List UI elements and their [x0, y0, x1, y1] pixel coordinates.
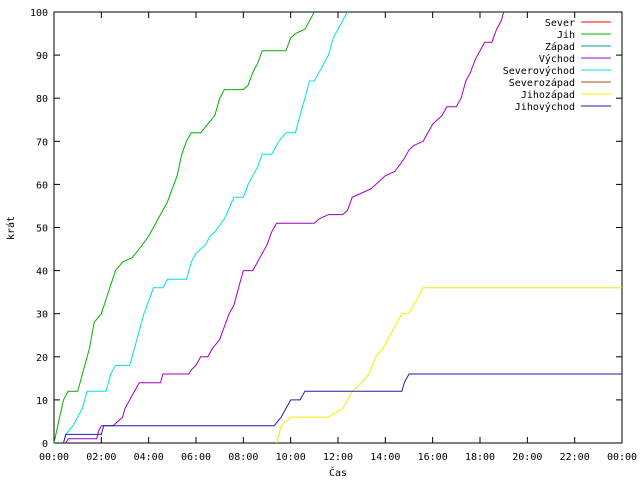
- x-tick-label: 00:00: [607, 452, 637, 463]
- x-tick-label: 22:00: [560, 452, 590, 463]
- y-tick-label: 90: [36, 51, 48, 62]
- legend-label: Východ: [539, 53, 575, 65]
- x-tick-label: 20:00: [512, 452, 542, 463]
- y-tick-label: 100: [30, 8, 48, 19]
- series-line-Jihovýchod: [63, 373, 622, 444]
- y-tick-label: 10: [36, 396, 48, 407]
- legend-label: Severozápad: [509, 77, 575, 89]
- legend-label: Jihovýchod: [515, 101, 575, 113]
- legend-label: Jih: [557, 30, 575, 41]
- y-tick-label: 70: [36, 137, 48, 148]
- x-tick-label: 08:00: [228, 452, 258, 463]
- x-tick-label: 10:00: [276, 452, 306, 463]
- y-tick-label: 40: [36, 267, 48, 278]
- series-layer: [53, 11, 622, 444]
- series-line-Východ: [65, 11, 505, 444]
- x-tick-label: 00:00: [39, 452, 69, 463]
- y-tick-label: 50: [36, 224, 48, 235]
- x-tick-label: 04:00: [134, 452, 164, 463]
- x-tick-label: 06:00: [181, 452, 211, 463]
- x-tick-label: 16:00: [418, 452, 448, 463]
- y-tick-label: 80: [36, 94, 48, 105]
- x-tick-label: 14:00: [370, 452, 400, 463]
- x-axis-label: Čas: [329, 466, 347, 479]
- legend-label: Sever: [545, 18, 575, 29]
- x-tick-label: 02:00: [86, 452, 116, 463]
- y-tick-label: 0: [42, 439, 48, 450]
- y-tick-label: 30: [36, 310, 48, 321]
- x-tick-label: 18:00: [465, 452, 495, 463]
- y-axis-label: krát: [5, 216, 17, 240]
- legend-label: Západ: [545, 41, 575, 53]
- legend-label: Jihozápad: [521, 89, 575, 101]
- legend: SeverJihZápadVýchodSeverovýchodSeverozáp…: [503, 18, 611, 113]
- series-line-Jih: [53, 11, 315, 444]
- series-line-Severovýchod: [63, 11, 348, 444]
- x-tick-label: 12:00: [323, 452, 353, 463]
- series-line-Jihozápad: [276, 287, 622, 444]
- y-tick-label: 60: [36, 180, 48, 191]
- y-tick-label: 20: [36, 353, 48, 364]
- axis-ticks: 00:00 02:00 04:00 06:00 08:00 10:00 12:00 14:00…: [30, 8, 637, 463]
- legend-label: Severovýchod: [503, 65, 575, 77]
